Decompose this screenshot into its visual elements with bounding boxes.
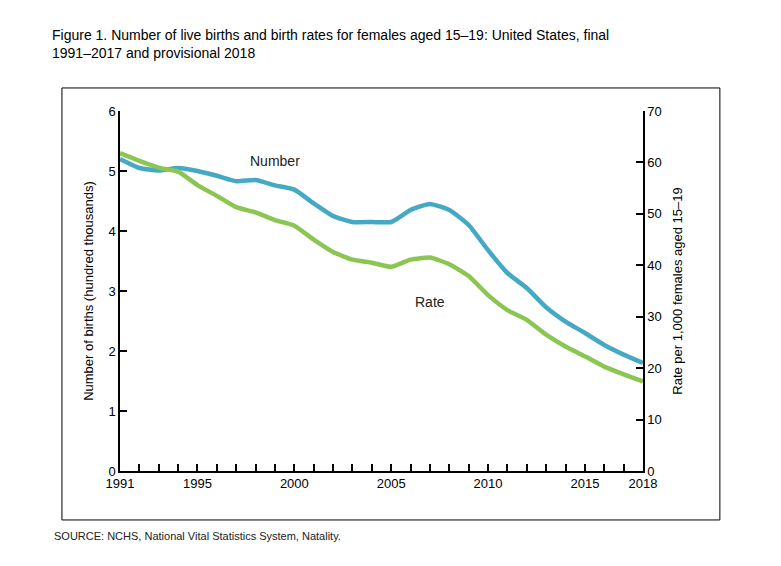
svg-text:2018: 2018 bbox=[629, 476, 658, 491]
svg-text:Number: Number bbox=[250, 153, 300, 169]
svg-text:2015: 2015 bbox=[570, 476, 599, 491]
svg-text:5: 5 bbox=[108, 164, 115, 179]
svg-text:0: 0 bbox=[647, 464, 654, 479]
svg-text:6: 6 bbox=[108, 104, 115, 119]
svg-text:20: 20 bbox=[647, 361, 661, 376]
svg-text:40: 40 bbox=[647, 258, 661, 273]
svg-text:Rate: Rate bbox=[415, 294, 445, 310]
svg-text:1991: 1991 bbox=[106, 476, 135, 491]
svg-text:Rate per 1,000 females aged 15: Rate per 1,000 females aged 15–19 bbox=[670, 187, 685, 394]
svg-text:1995: 1995 bbox=[183, 476, 212, 491]
svg-text:70: 70 bbox=[647, 104, 661, 119]
svg-text:10: 10 bbox=[647, 412, 661, 427]
svg-text:2000: 2000 bbox=[280, 476, 309, 491]
svg-text:4: 4 bbox=[108, 224, 115, 239]
svg-text:3: 3 bbox=[108, 284, 115, 299]
svg-text:2: 2 bbox=[108, 344, 115, 359]
svg-text:2010: 2010 bbox=[474, 476, 503, 491]
svg-text:Figure 1. Number of live birth: Figure 1. Number of live births and birt… bbox=[52, 27, 609, 61]
svg-text:1: 1 bbox=[108, 404, 115, 419]
svg-text:0: 0 bbox=[108, 464, 115, 479]
svg-text:60: 60 bbox=[647, 155, 661, 170]
svg-text:30: 30 bbox=[647, 309, 661, 324]
svg-text:50: 50 bbox=[647, 206, 661, 221]
svg-text:SOURCE: NCHS, National Vital S: SOURCE: NCHS, National Vital Statistics … bbox=[54, 530, 341, 542]
svg-text:2005: 2005 bbox=[377, 476, 406, 491]
svg-text:Number of births (hundred thou: Number of births (hundred thousands) bbox=[81, 181, 96, 401]
